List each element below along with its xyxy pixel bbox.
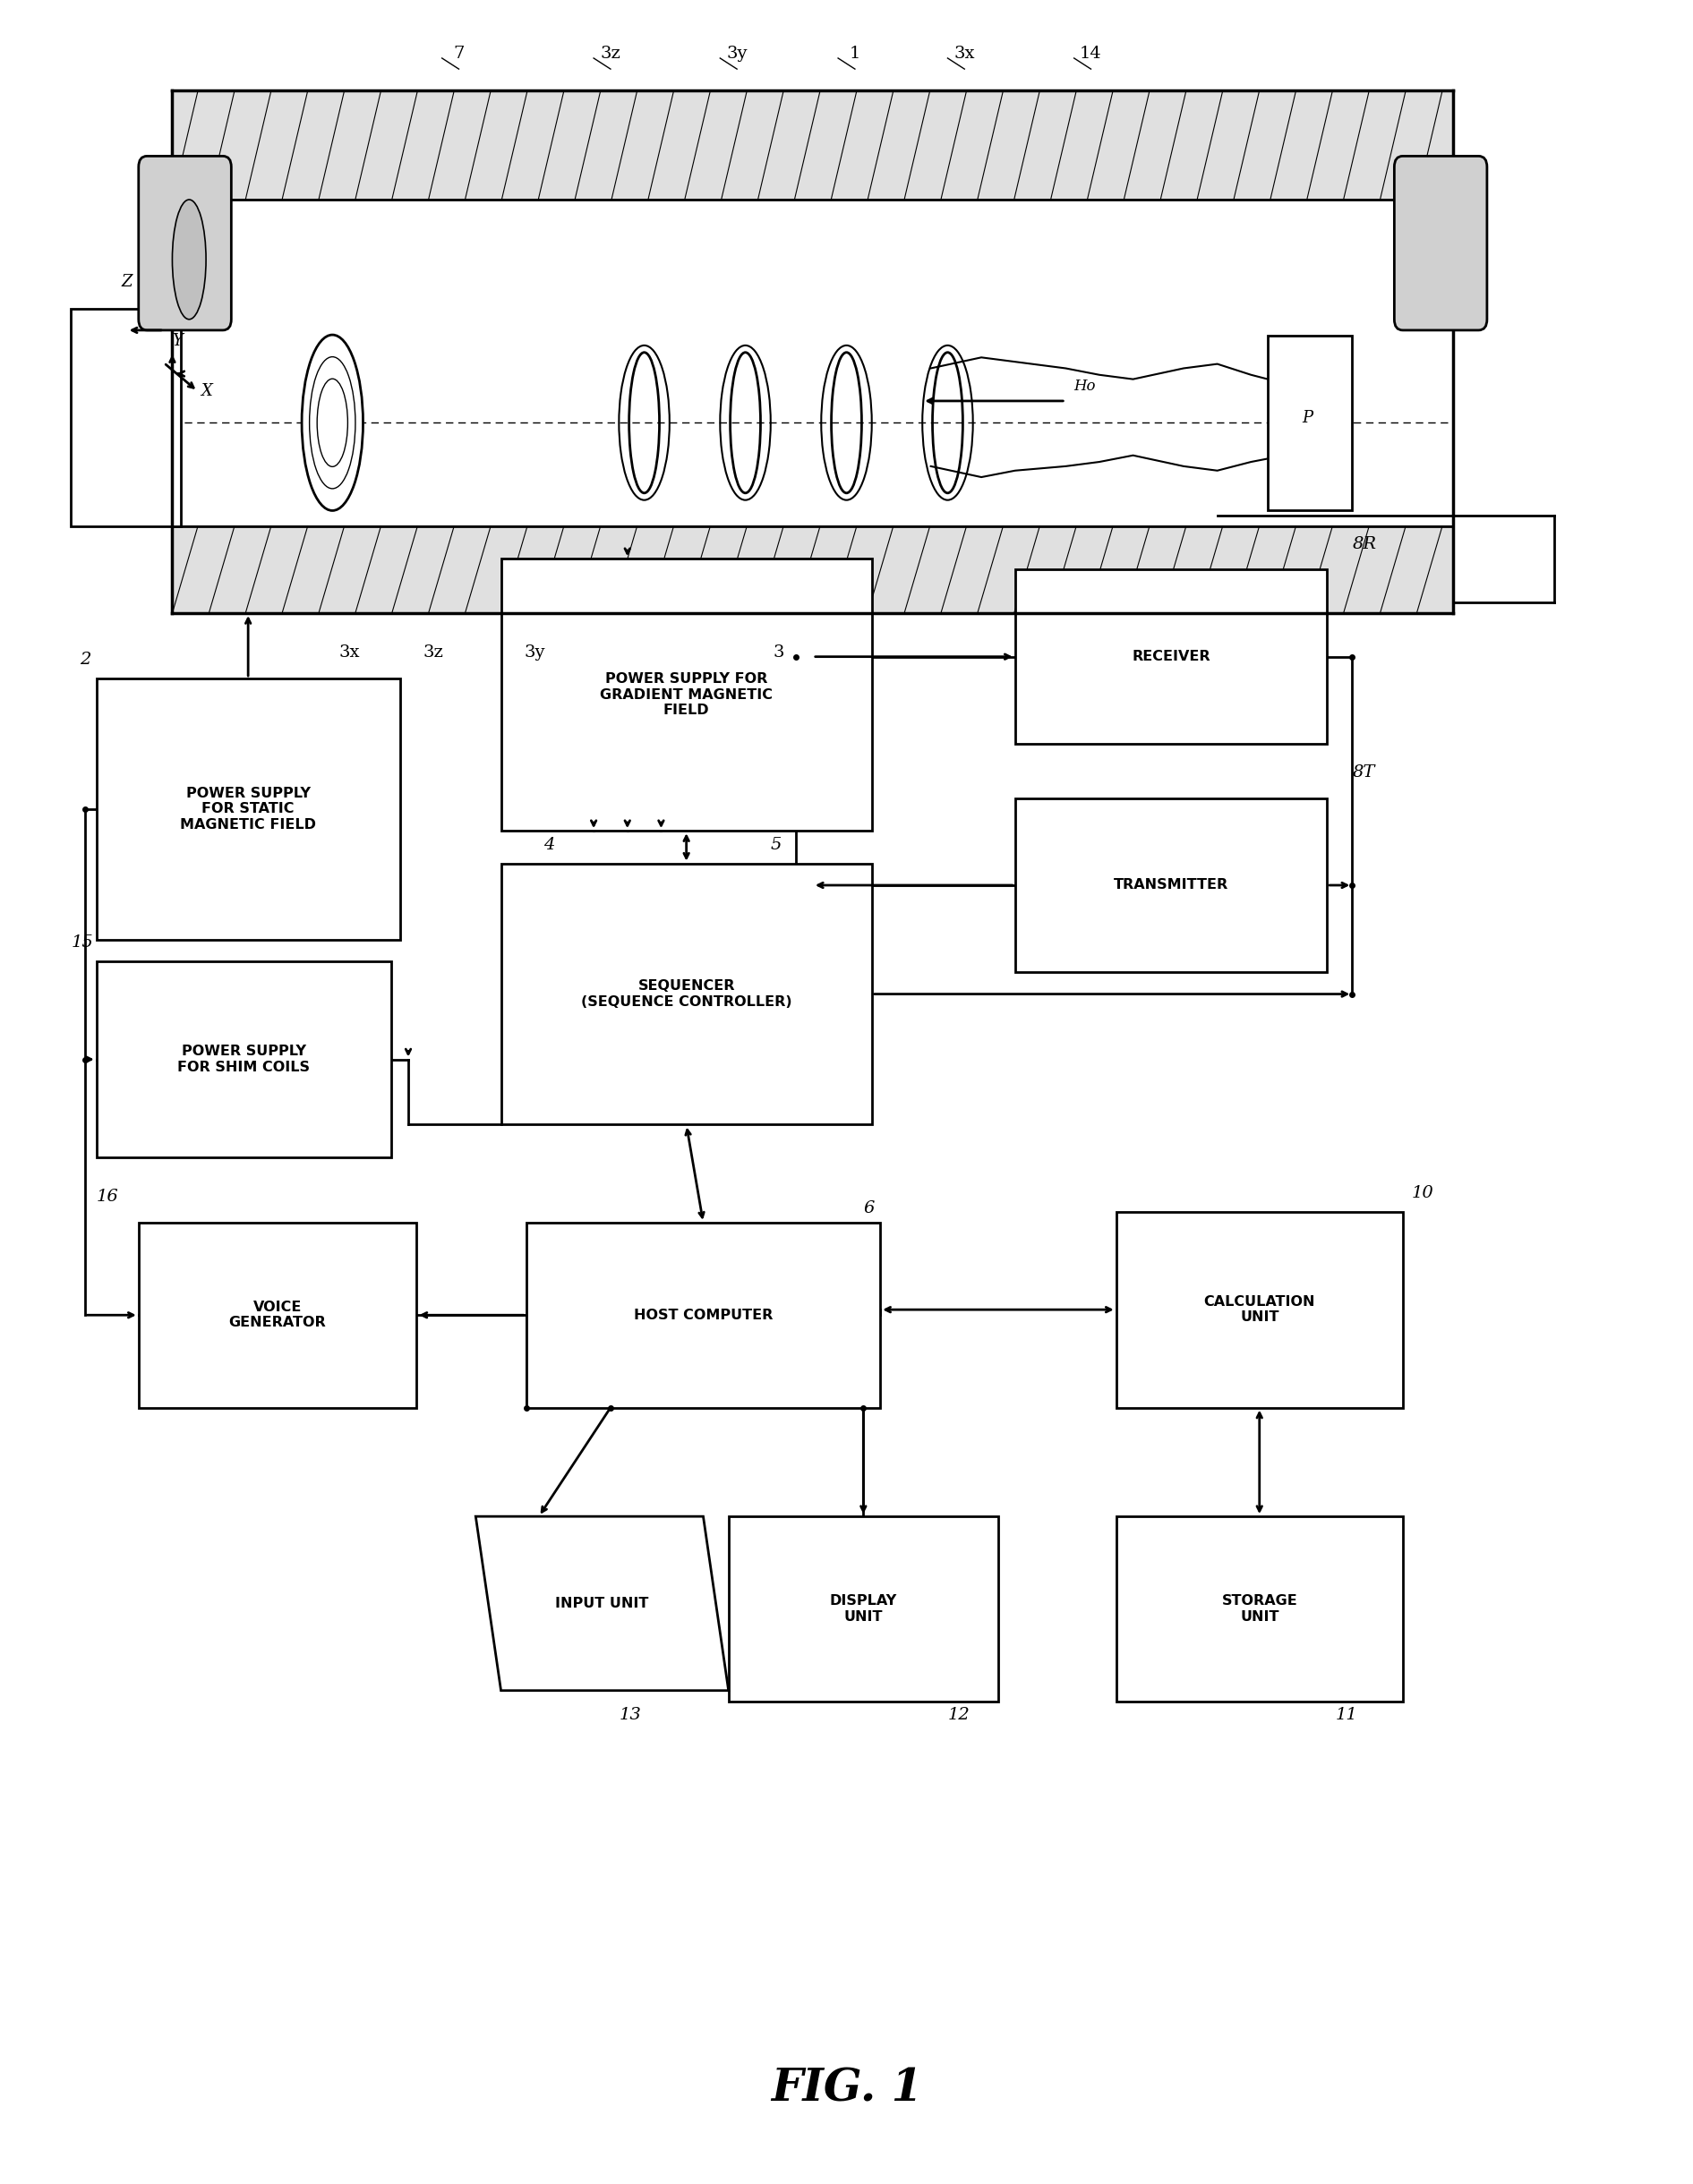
Text: 3: 3 (774, 644, 784, 660)
Text: VOICE
GENERATOR: VOICE GENERATOR (229, 1302, 327, 1330)
Text: 3x: 3x (339, 644, 361, 660)
Text: CALCULATION
UNIT: CALCULATION UNIT (1204, 1295, 1315, 1324)
Text: 4: 4 (543, 836, 554, 852)
Text: HOST COMPUTER: HOST COMPUTER (633, 1308, 772, 1321)
Ellipse shape (301, 334, 362, 511)
Bar (139, 1223, 416, 1409)
Text: 11: 11 (1336, 1708, 1358, 1723)
Bar (173, 526, 1453, 614)
Text: 8T: 8T (1353, 764, 1375, 780)
Text: 13: 13 (620, 1708, 642, 1723)
FancyBboxPatch shape (139, 155, 232, 330)
Text: 1: 1 (850, 46, 860, 61)
Bar (728, 1516, 999, 1701)
Bar (1116, 1212, 1403, 1409)
Bar (173, 92, 1453, 199)
Text: POWER SUPPLY FOR
GRADIENT MAGNETIC
FIELD: POWER SUPPLY FOR GRADIENT MAGNETIC FIELD (599, 673, 772, 716)
Bar (97, 679, 400, 939)
Text: DISPLAY
UNIT: DISPLAY UNIT (830, 1594, 897, 1623)
Text: Y: Y (173, 332, 183, 349)
Text: 5: 5 (770, 836, 782, 852)
Text: 3z: 3z (423, 644, 444, 660)
Bar (1016, 797, 1327, 972)
Text: POWER SUPPLY
FOR SHIM COILS: POWER SUPPLY FOR SHIM COILS (178, 1044, 310, 1075)
Text: 10: 10 (1412, 1184, 1434, 1201)
Polygon shape (476, 1516, 728, 1690)
Text: 3y: 3y (525, 644, 545, 660)
Text: INPUT UNIT: INPUT UNIT (555, 1597, 648, 1610)
Ellipse shape (173, 199, 207, 319)
Text: 16: 16 (97, 1188, 119, 1206)
Text: POWER SUPPLY
FOR STATIC
MAGNETIC FIELD: POWER SUPPLY FOR STATIC MAGNETIC FIELD (179, 786, 317, 832)
Text: Ho: Ho (1073, 378, 1095, 393)
Bar (173, 199, 1453, 526)
Text: 7: 7 (454, 46, 464, 61)
Bar (527, 1223, 880, 1409)
Bar (1116, 1516, 1403, 1701)
Text: 6: 6 (863, 1199, 875, 1216)
FancyBboxPatch shape (1395, 155, 1486, 330)
Text: 15: 15 (71, 935, 93, 950)
Text: P: P (1302, 411, 1312, 426)
Text: RECEIVER: RECEIVER (1131, 651, 1210, 664)
Text: STORAGE
UNIT: STORAGE UNIT (1222, 1594, 1297, 1623)
Text: FIG. 1: FIG. 1 (770, 2066, 923, 2110)
Bar (501, 863, 872, 1125)
Text: 3y: 3y (726, 46, 748, 61)
Bar (1016, 570, 1327, 745)
Text: X: X (201, 382, 212, 400)
Text: SEQUENCER
(SEQUENCE CONTROLLER): SEQUENCER (SEQUENCE CONTROLLER) (581, 981, 792, 1009)
Text: Z: Z (122, 275, 134, 290)
Text: 8R: 8R (1353, 535, 1376, 553)
Bar (97, 961, 391, 1158)
Bar (501, 559, 872, 830)
Text: 3x: 3x (953, 46, 975, 61)
Text: 2: 2 (80, 651, 91, 668)
Text: TRANSMITTER: TRANSMITTER (1114, 878, 1229, 891)
Bar (71, 308, 181, 526)
Text: 3z: 3z (601, 46, 621, 61)
Bar (1268, 336, 1353, 509)
Text: 14: 14 (1080, 46, 1102, 61)
Text: 12: 12 (948, 1708, 970, 1723)
